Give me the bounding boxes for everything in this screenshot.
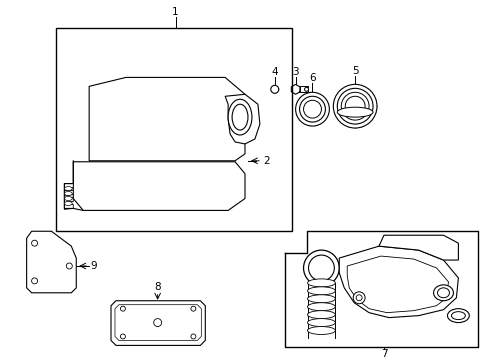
Text: 8: 8	[154, 282, 161, 292]
Polygon shape	[111, 301, 205, 345]
Polygon shape	[64, 190, 73, 195]
Ellipse shape	[433, 285, 452, 301]
Ellipse shape	[232, 104, 247, 130]
Ellipse shape	[64, 197, 72, 201]
Circle shape	[352, 292, 365, 304]
Ellipse shape	[64, 202, 72, 206]
Ellipse shape	[228, 99, 251, 135]
Polygon shape	[115, 305, 201, 341]
Ellipse shape	[299, 96, 325, 122]
Circle shape	[304, 87, 308, 91]
Ellipse shape	[295, 92, 329, 126]
Ellipse shape	[303, 100, 321, 118]
Ellipse shape	[337, 88, 372, 124]
Circle shape	[270, 85, 278, 93]
Circle shape	[32, 278, 38, 284]
Circle shape	[190, 306, 196, 311]
Circle shape	[120, 306, 125, 311]
Ellipse shape	[64, 192, 72, 195]
Ellipse shape	[307, 303, 335, 311]
Polygon shape	[64, 184, 73, 189]
Ellipse shape	[337, 107, 372, 117]
Ellipse shape	[447, 309, 468, 323]
Circle shape	[120, 334, 125, 339]
Bar	[299, 86, 307, 92]
Ellipse shape	[307, 319, 335, 327]
Ellipse shape	[341, 92, 368, 120]
Polygon shape	[224, 94, 259, 144]
Ellipse shape	[307, 295, 335, 303]
Polygon shape	[346, 256, 447, 312]
Ellipse shape	[307, 287, 335, 295]
Ellipse shape	[333, 84, 376, 128]
Text: 7: 7	[380, 349, 386, 359]
Ellipse shape	[303, 250, 339, 286]
Polygon shape	[64, 198, 73, 202]
Ellipse shape	[450, 312, 465, 320]
Circle shape	[66, 263, 72, 269]
Ellipse shape	[307, 311, 335, 319]
Bar	[56, 28, 291, 231]
Ellipse shape	[307, 279, 335, 287]
Circle shape	[190, 334, 196, 339]
Polygon shape	[26, 231, 76, 293]
Text: 6: 6	[308, 73, 315, 84]
Text: 2: 2	[263, 156, 269, 166]
Ellipse shape	[437, 288, 448, 298]
Text: 9: 9	[91, 261, 97, 271]
Circle shape	[355, 295, 362, 301]
Polygon shape	[73, 162, 244, 210]
Text: 5: 5	[351, 67, 358, 76]
Text: 1: 1	[172, 7, 179, 17]
Text: 3: 3	[292, 67, 298, 77]
Ellipse shape	[307, 327, 335, 334]
Ellipse shape	[345, 96, 365, 116]
Circle shape	[153, 319, 162, 327]
Polygon shape	[64, 204, 73, 210]
Polygon shape	[339, 246, 457, 318]
Circle shape	[32, 240, 38, 246]
Ellipse shape	[64, 186, 72, 190]
Polygon shape	[378, 235, 457, 260]
Text: 4: 4	[271, 67, 278, 77]
Polygon shape	[89, 77, 244, 161]
Ellipse shape	[308, 255, 334, 281]
